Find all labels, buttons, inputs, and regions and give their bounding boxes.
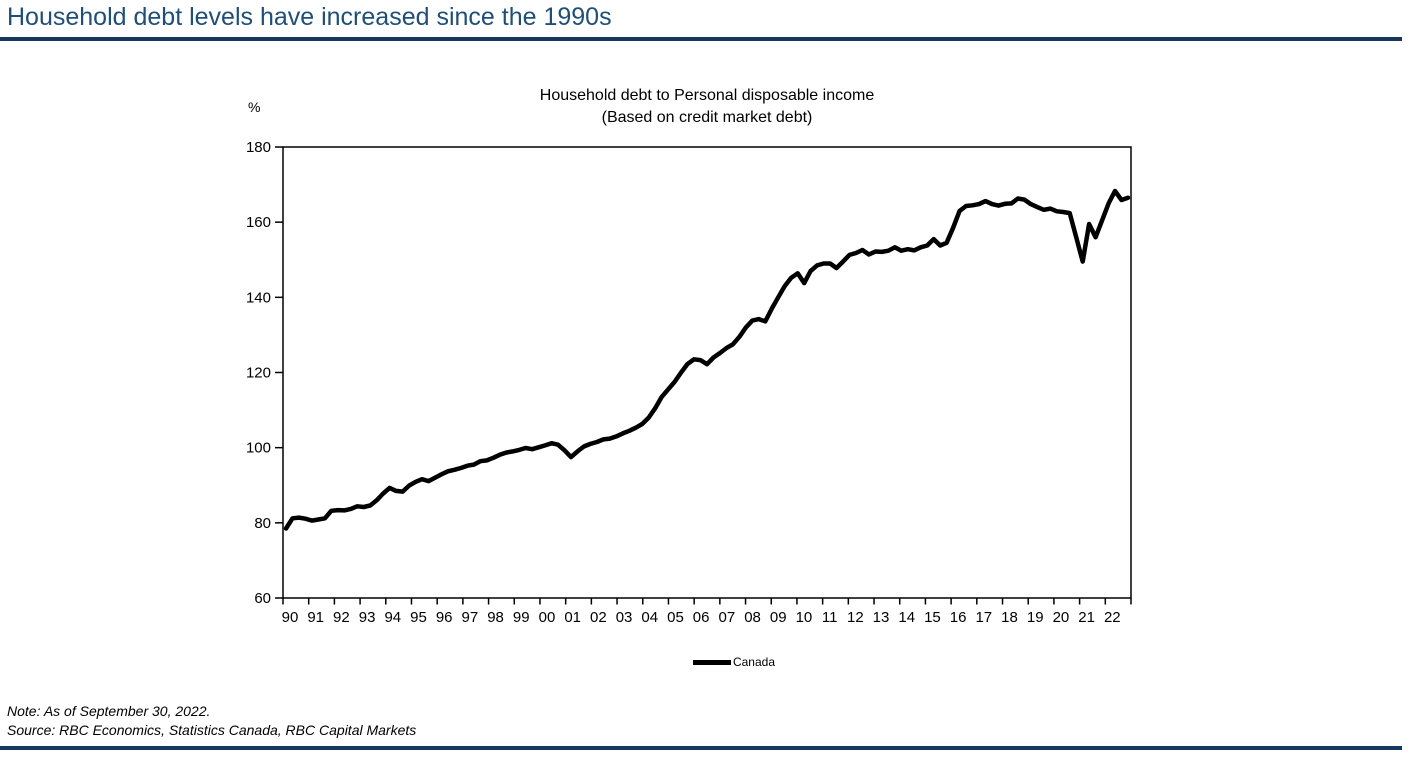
x-axis-label: 97	[462, 609, 479, 626]
x-axis-label: 17	[975, 609, 992, 626]
x-axis-label: 07	[719, 609, 736, 626]
x-axis-label: 16	[950, 609, 967, 626]
chart-subtitle: (Based on credit market debt)	[601, 109, 813, 126]
legend-line-swatch	[692, 659, 731, 665]
y-axis-label: 120	[246, 365, 271, 382]
note-line: Note: As of September 30, 2022.	[7, 703, 211, 719]
x-axis-label: 92	[333, 609, 350, 626]
x-axis-label: 20	[1053, 609, 1070, 626]
legend-label: Canada	[732, 655, 776, 669]
x-axis-label: 10	[796, 609, 813, 626]
y-axis-label: 180	[246, 139, 271, 156]
x-axis-label: 94	[384, 609, 401, 626]
x-axis-label: 09	[770, 609, 787, 626]
page-title: Household debt levels have increased sin…	[7, 3, 612, 31]
bottom-divider	[0, 746, 1402, 750]
x-axis-label: 13	[873, 609, 890, 626]
y-axis-unit-label: %	[248, 99, 261, 115]
x-axis-label: 15	[924, 609, 941, 626]
footnotes: Note: As of September 30, 2022. Source: …	[7, 702, 416, 740]
chart-header: Household debt to Personal disposable in…	[283, 85, 1131, 129]
x-axis-label: 96	[436, 609, 453, 626]
top-divider	[0, 37, 1402, 41]
x-axis-label: 01	[564, 609, 581, 626]
legend: Canada	[310, 655, 1158, 669]
x-axis-label: 00	[539, 609, 556, 626]
x-axis-label: 21	[1078, 609, 1095, 626]
x-axis-label: 12	[847, 609, 864, 626]
chart-title: Household debt to Personal disposable in…	[539, 87, 875, 104]
x-axis-label: 14	[898, 609, 915, 626]
x-axis-label: 95	[410, 609, 427, 626]
x-axis-label: 91	[307, 609, 324, 626]
x-axis-label: 04	[641, 609, 658, 626]
x-axis-label: 90	[282, 609, 299, 626]
x-axis-label: 99	[513, 609, 530, 626]
x-axis-label: 05	[667, 609, 684, 626]
plot-frame	[282, 146, 1132, 599]
x-axis-label: 18	[1001, 609, 1018, 626]
x-axis-label: 06	[693, 609, 710, 626]
x-axis-label: 98	[487, 609, 504, 626]
x-axis-label: 08	[744, 609, 761, 626]
y-axis-label: 100	[246, 440, 271, 457]
x-axis-label: 11	[822, 609, 838, 626]
x-axis-label: 22	[1104, 609, 1121, 626]
x-axis-label: 93	[359, 609, 376, 626]
x-axis-label: 02	[590, 609, 607, 626]
x-axis-label: 03	[616, 609, 633, 626]
y-axis-label: 140	[246, 289, 271, 306]
canada-line	[283, 188, 1131, 531]
y-axis-label: 80	[254, 515, 271, 532]
source-line: Source: RBC Economics, Statistics Canada…	[7, 722, 417, 738]
y-axis-label: 160	[246, 214, 271, 231]
y-axis-label: 60	[254, 590, 271, 607]
x-axis-label: 19	[1027, 609, 1044, 626]
